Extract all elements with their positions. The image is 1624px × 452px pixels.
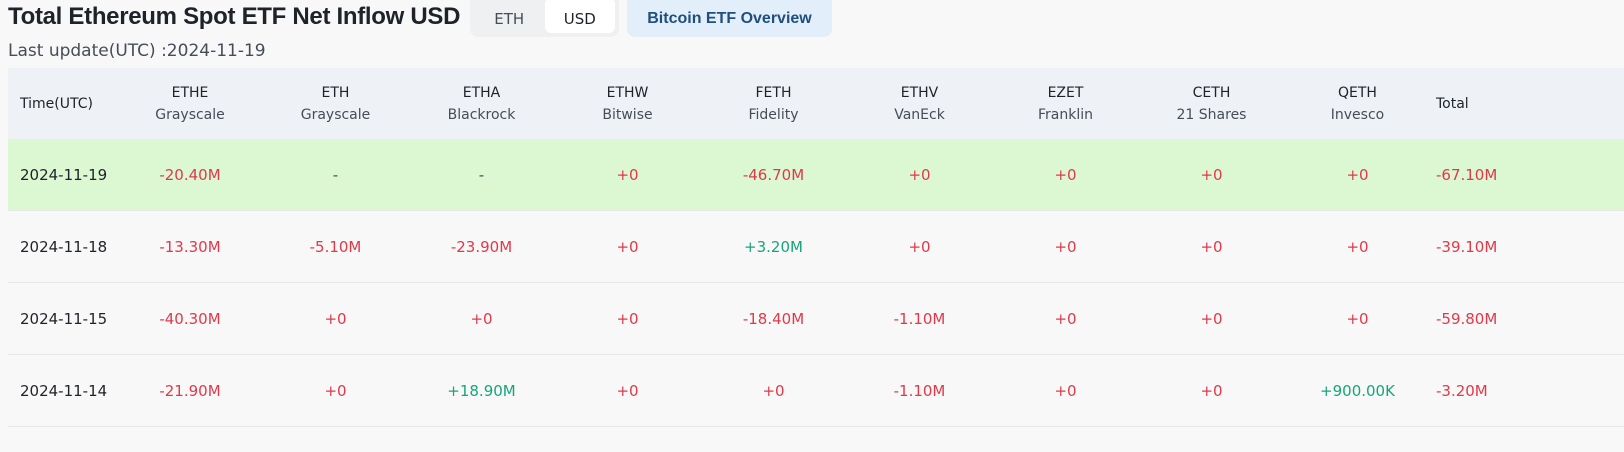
column-header-ezet: EZET Franklin — [993, 82, 1138, 126]
flow-cell-ceth: +0 — [1200, 381, 1223, 400]
flow-cell-eth: +0 — [324, 309, 347, 328]
table-row: 2024-11-19 -20.40M - - +0 -46.70M +0 +0 +0 +0 -67.… — [8, 139, 1624, 211]
column-issuer: Bitwise — [602, 106, 653, 123]
flow-cell-qeth: +0 — [1346, 309, 1369, 328]
table-header: Time(UTC) ETHE Grayscale ETH Grayscale E… — [8, 68, 1624, 139]
column-header-ceth: CETH 21 Shares — [1138, 82, 1285, 126]
flow-cell-ethw: +0 — [616, 165, 639, 184]
column-header-qeth: QETH Invesco — [1285, 82, 1430, 126]
column-issuer: Franklin — [1037, 106, 1093, 123]
column-ticker: FETH — [755, 84, 792, 101]
flow-cell-feth: -18.40M — [742, 309, 805, 328]
last-update-text: Last update(UTC) :2024-11-19 — [8, 41, 266, 61]
currency-toggle: ETH USD — [470, 0, 619, 37]
flow-cell-ezet: +0 — [1054, 381, 1077, 400]
flow-cell-ezet: +0 — [1054, 237, 1077, 256]
column-issuer: VanEck — [894, 106, 945, 123]
flow-cell-etha: +0 — [470, 309, 493, 328]
usd-toggle-button[interactable]: USD — [544, 0, 615, 33]
flow-cell-ethe: -13.30M — [159, 237, 221, 256]
flow-cell-ethw: +0 — [616, 237, 639, 256]
flow-cell-etha: +18.90M — [447, 381, 516, 400]
flow-cell-ceth: +0 — [1200, 237, 1223, 256]
column-issuer: 21 Shares — [1176, 106, 1247, 123]
row-total: -59.80M — [1436, 309, 1498, 328]
flow-cell-feth: -46.70M — [742, 165, 805, 184]
column-ticker: ETHE — [171, 84, 209, 101]
column-header-ethw: ETHW Bitwise — [554, 82, 701, 126]
flow-cell-feth: +0 — [762, 381, 785, 400]
flow-cell-ethv: +0 — [908, 237, 931, 256]
eth-toggle-button[interactable]: ETH — [494, 9, 525, 28]
flow-cell-eth: +0 — [324, 381, 347, 400]
column-header-etha: ETHA Blackrock — [409, 82, 554, 126]
column-ticker: ETHA — [462, 84, 501, 101]
flow-cell-etha: -23.90M — [450, 237, 513, 256]
flow-cell-qeth: +0 — [1346, 237, 1369, 256]
etf-flow-table: Time(UTC) ETHE Grayscale ETH Grayscale E… — [8, 68, 1624, 427]
flow-cell-ethw: +0 — [616, 381, 639, 400]
row-date: 2024-11-18 — [20, 237, 108, 256]
column-ticker: ETH — [321, 84, 350, 101]
time-column-header: Time(UTC) — [20, 95, 93, 112]
column-header-ethe: ETHE Grayscale — [118, 82, 262, 126]
flow-cell-ethv: -1.10M — [893, 309, 946, 328]
header: Total Ethereum Spot ETF Net Inflow USD E… — [0, 0, 1624, 68]
flow-cell-ethv: +0 — [908, 165, 931, 184]
table-row: 2024-11-15 -40.30M +0 +0 +0 -18.40M -1.10M +0 +0… — [8, 283, 1624, 355]
total-column-header: Total — [1436, 95, 1469, 112]
table-row: 2024-11-14 -21.90M +0 +18.90M +0 +0 -1.10M +0 +0… — [8, 355, 1624, 427]
column-header-feth: FETH Fidelity — [701, 82, 846, 126]
flow-cell-feth: +3.20M — [744, 237, 803, 256]
flow-cell-etha: - — [478, 165, 485, 184]
flow-cell-ethw: +0 — [616, 309, 639, 328]
page-title: Total Ethereum Spot ETF Net Inflow USD — [8, 3, 461, 30]
column-ticker: ETHW — [606, 84, 649, 101]
table-row: 2024-11-18 -13.30M -5.10M -23.90M +0 +3.20M +0… — [8, 211, 1624, 283]
row-total: -3.20M — [1436, 381, 1488, 400]
flow-cell-ethe: -20.40M — [159, 165, 221, 184]
bitcoin-etf-overview-button[interactable]: Bitcoin ETF Overview — [627, 0, 832, 37]
column-ticker: QETH — [1338, 84, 1377, 101]
column-header-ethv: ETHV VanEck — [846, 82, 993, 126]
column-issuer: Grayscale — [155, 106, 225, 123]
column-issuer: Blackrock — [447, 106, 516, 123]
column-ticker: EZET — [1047, 84, 1084, 101]
column-ticker: CETH — [1192, 84, 1231, 101]
flow-cell-eth: -5.10M — [309, 237, 362, 256]
column-issuer: Invesco — [1330, 106, 1385, 123]
row-total: -39.10M — [1436, 237, 1498, 256]
column-issuer: Grayscale — [300, 106, 371, 123]
flow-cell-ezet: +0 — [1054, 309, 1077, 328]
column-ticker: ETHV — [900, 84, 939, 101]
flow-cell-ceth: +0 — [1200, 165, 1223, 184]
column-header-eth: ETH Grayscale — [262, 82, 409, 126]
flow-cell-ceth: +0 — [1200, 309, 1223, 328]
flow-cell-qeth: +900.00K — [1320, 381, 1395, 400]
flow-cell-ethe: -40.30M — [159, 309, 221, 328]
row-total: -67.10M — [1436, 165, 1498, 184]
flow-cell-ezet: +0 — [1054, 165, 1077, 184]
table-body: 2024-11-19 -20.40M - - +0 -46.70M +0 +0 +0 +0 -67.… — [8, 139, 1624, 427]
row-date: 2024-11-15 — [20, 309, 108, 328]
column-issuer: Fidelity — [748, 106, 799, 123]
flow-cell-eth: - — [332, 165, 339, 184]
row-date: 2024-11-19 — [20, 165, 108, 184]
flow-cell-ethe: -21.90M — [159, 381, 221, 400]
flow-cell-ethv: -1.10M — [893, 381, 946, 400]
row-date: 2024-11-14 — [20, 381, 108, 400]
flow-cell-qeth: +0 — [1346, 165, 1369, 184]
